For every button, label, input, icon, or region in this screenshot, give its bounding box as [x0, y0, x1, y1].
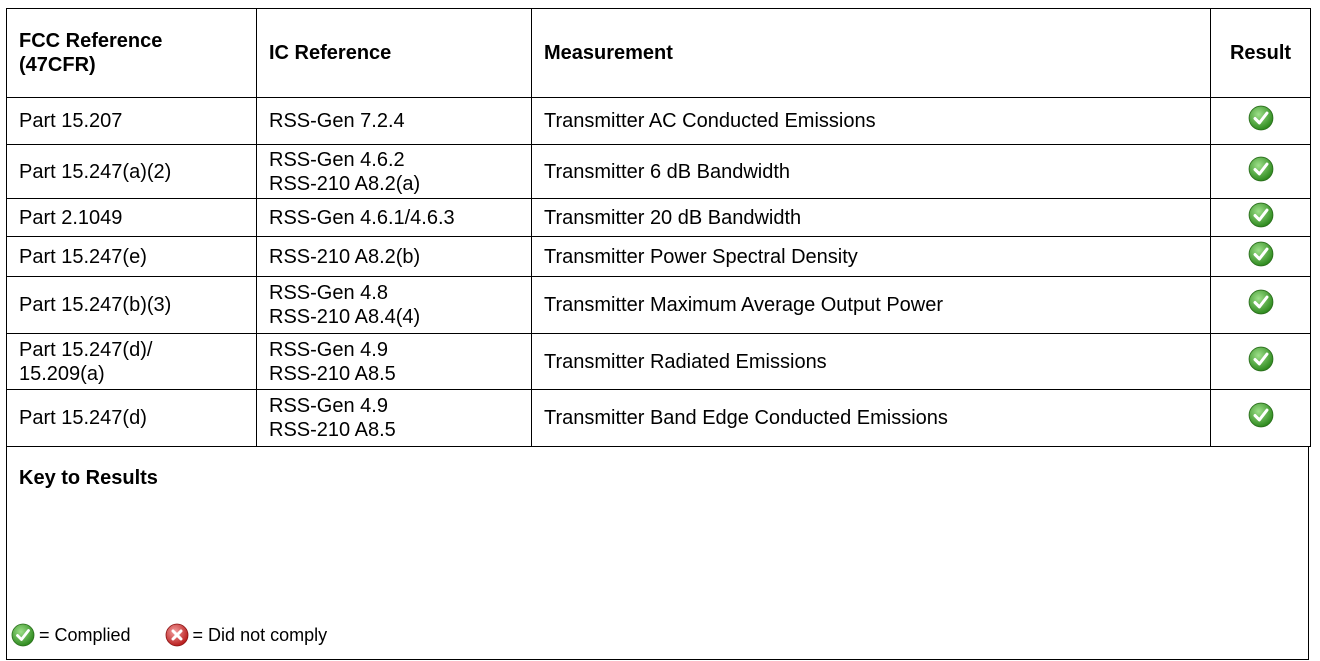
- table-body: Part 15.207 RSS-Gen 7.2.4 Transmitter AC C…: [6, 97, 1311, 447]
- table-cell: RSS-210 A8.2(b): [256, 236, 532, 277]
- check-icon: [11, 623, 35, 647]
- cell-line: Transmitter 20 dB Bandwidth: [544, 206, 802, 229]
- cell-line: RSS-210 A8.2(a): [269, 172, 421, 195]
- key-items: = Complied = Did not comply: [11, 623, 361, 647]
- table-cell: RSS-Gen 4.9 RSS-210 A8.5: [256, 333, 532, 390]
- key-title: Key to Results: [19, 467, 158, 489]
- key-section: Key to Results = Complied = Did not comp…: [6, 447, 1309, 660]
- check-icon: [1248, 105, 1273, 131]
- cell-line: Part 2.1049: [19, 206, 123, 229]
- cell-line: Part 15.247(d): [19, 407, 147, 429]
- table-row: Part 15.247(a)(2) RSS-Gen 4.6.2 RSS-210 A8…: [6, 144, 1311, 199]
- table-row: Part 15.247(d)/15.209(a) RSS-Gen 4.9 RSS-2…: [6, 333, 1311, 390]
- header-row: FCC Reference (47CFR) IC Reference Measurem…: [6, 8, 1311, 98]
- cell-line: RSS-Gen 4.6.1/4.6.3: [269, 206, 455, 229]
- table-cell: Part 15.247(d)/15.209(a): [6, 333, 257, 390]
- key-complied-text: = Complied: [39, 624, 131, 645]
- table-cell: Transmitter AC Conducted Emissions: [531, 97, 1211, 145]
- cell-line: Part 15.247(e): [19, 245, 147, 268]
- cell-line: Part 15.207: [19, 110, 123, 132]
- table-cell: Transmitter 6 dB Bandwidth: [531, 144, 1211, 199]
- cell-line: Part 15.247(a)(2): [19, 160, 172, 183]
- table-row: Part 2.1049 RSS-Gen 4.6.1/4.6.3 Transmitte…: [6, 198, 1311, 237]
- check-icon: [1248, 241, 1273, 266]
- cell-line: RSS-Gen 4.8: [269, 282, 388, 304]
- check-icon: [1248, 289, 1273, 315]
- check-icon: [1248, 346, 1273, 371]
- table-cell: RSS-Gen 7.2.4: [256, 97, 532, 145]
- table-row: Part 15.207 RSS-Gen 7.2.4 Transmitter AC C…: [6, 97, 1311, 145]
- table-cell: RSS-Gen 4.8 RSS-210 A8.4(4): [256, 276, 532, 334]
- result-cell: [1210, 97, 1311, 145]
- header-cell: IC Reference: [256, 8, 532, 98]
- cell-line: Transmitter Maximum Average Output Power: [544, 294, 944, 316]
- header-cell: Result: [1210, 8, 1311, 98]
- table-cell: Part 2.1049: [6, 198, 257, 237]
- table-cell: RSS-Gen 4.6.1/4.6.3: [256, 198, 532, 237]
- table-cell: Transmitter 20 dB Bandwidth: [531, 198, 1211, 237]
- check-icon: [1248, 202, 1273, 227]
- table-cell: RSS-Gen 4.9 RSS-210 A8.5: [256, 389, 532, 447]
- cell-line: RSS-210 A8.5: [269, 362, 396, 385]
- results-table: FCC Reference (47CFR) IC Reference Measurem…: [6, 8, 1311, 447]
- table-cell: Transmitter Maximum Average Output Power: [531, 276, 1211, 334]
- header-cell: FCC Reference (47CFR): [6, 8, 257, 98]
- table-cell: Part 15.247(e): [6, 236, 257, 277]
- result-cell: [1210, 144, 1311, 199]
- table-cell: Transmitter Radiated Emissions: [531, 333, 1211, 390]
- cell-line: RSS-210 A8.4(4): [269, 306, 421, 328]
- cell-line: RSS-Gen 4.9: [269, 395, 388, 417]
- cell-line: (47CFR): [19, 54, 96, 76]
- table-row: Part 15.247(d) RSS-Gen 4.9 RSS-210 A8.5 Tra…: [6, 389, 1311, 447]
- key-not-complied-text: = Did not comply: [192, 624, 328, 645]
- result-cell: [1210, 276, 1311, 334]
- header-cell: Measurement: [531, 8, 1211, 98]
- table-cell: Part 15.207: [6, 97, 257, 145]
- key-not-complied: = Did not comply: [165, 623, 328, 647]
- result-cell: [1210, 333, 1311, 390]
- cell-line: Part 15.247(d)/: [19, 338, 153, 361]
- cell-line: RSS-Gen 4.6.2: [269, 148, 405, 171]
- cell-line: Measurement: [544, 42, 673, 64]
- check-icon: [1248, 156, 1273, 181]
- table-cell: Transmitter Power Spectral Density: [531, 236, 1211, 277]
- result-cell: [1210, 198, 1311, 237]
- table-cell: Part 15.247(b)(3): [6, 276, 257, 334]
- cell-line: FCC Reference: [19, 30, 163, 52]
- cell-line: RSS-Gen 7.2.4: [269, 110, 405, 132]
- cell-line: RSS-210 A8.5: [269, 419, 396, 441]
- cell-line: IC Reference: [269, 42, 392, 64]
- table-cell: Part 15.247(d): [6, 389, 257, 447]
- results-table-block: FCC Reference (47CFR) IC Reference Measurem…: [6, 8, 1311, 660]
- result-cell: [1210, 389, 1311, 447]
- check-icon: [1248, 402, 1273, 428]
- cell-line: Transmitter Power Spectral Density: [544, 245, 858, 268]
- table-cell: Transmitter Band Edge Conducted Emission…: [531, 389, 1211, 447]
- result-cell: [1210, 236, 1311, 277]
- cell-line: Transmitter Radiated Emissions: [544, 350, 827, 373]
- table-cell: RSS-Gen 4.6.2 RSS-210 A8.2(a): [256, 144, 532, 199]
- cross-icon: [165, 623, 188, 647]
- cell-line: RSS-Gen 4.9: [269, 338, 388, 361]
- table-row: Part 15.247(e) RSS-210 A8.2(b) Transmitter…: [6, 236, 1311, 277]
- cell-line: Part 15.247(b)(3): [19, 294, 172, 316]
- cell-line: RSS-210 A8.2(b): [269, 245, 421, 268]
- cell-line: Transmitter AC Conducted Emissions: [544, 110, 876, 132]
- cell-line: 15.209(a): [19, 362, 105, 385]
- cell-line: Transmitter 6 dB Bandwidth: [544, 160, 791, 183]
- table-cell: Part 15.247(a)(2): [6, 144, 257, 199]
- cell-line: Result: [1229, 42, 1292, 64]
- cell-line: Transmitter Band Edge Conducted Emission…: [544, 407, 948, 429]
- table-row: Part 15.247(b)(3) RSS-Gen 4.8 RSS-210 A8.4…: [6, 276, 1311, 334]
- key-complied: = Complied: [11, 623, 131, 647]
